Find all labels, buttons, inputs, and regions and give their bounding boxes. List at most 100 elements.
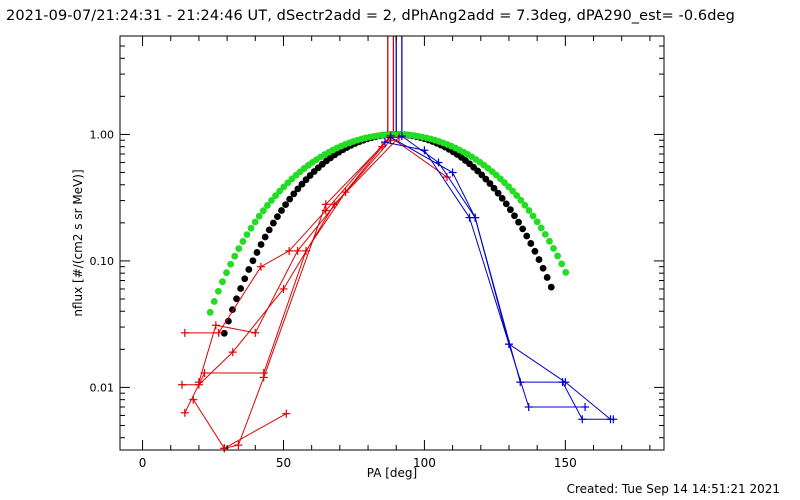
- data-series: [178, 131, 618, 453]
- fit-curves: [206, 131, 570, 337]
- fit-point: [511, 212, 518, 220]
- fit-point: [494, 189, 502, 197]
- data-point-plus: [285, 246, 294, 255]
- fit-point: [286, 195, 294, 203]
- fit-point: [272, 192, 279, 200]
- series-path: [192, 136, 448, 449]
- fit-point: [255, 212, 263, 220]
- fit-point: [486, 180, 494, 187]
- data-series-line: [386, 133, 618, 424]
- data-series-line: [180, 136, 395, 417]
- data-point-plus: [434, 158, 443, 167]
- x-tick-label: 150: [554, 456, 577, 470]
- data-point-plus: [524, 403, 533, 412]
- data-series-line: [178, 133, 404, 389]
- fit-point: [237, 285, 245, 292]
- y-tick-label: 1.00: [90, 128, 115, 141]
- fit-point: [523, 232, 531, 240]
- fit-point: [294, 185, 302, 193]
- fit-point: [527, 240, 535, 247]
- x-tick-label: 100: [413, 456, 436, 470]
- data-point-plus: [561, 378, 570, 387]
- fit-point: [554, 252, 561, 260]
- fit-point: [521, 201, 529, 209]
- series-path: [182, 136, 400, 386]
- data-point-plus: [606, 415, 615, 424]
- fit-point: [541, 230, 549, 238]
- data-point-plus: [228, 348, 237, 357]
- data-point-plus: [516, 378, 525, 387]
- fit-point: [253, 249, 261, 256]
- fit-point: [302, 176, 310, 184]
- fit-point: [298, 180, 306, 188]
- data-series-line: [380, 138, 590, 412]
- axes: 0 50 100 150 0.01 0.10 1.00: [90, 35, 664, 470]
- data-point-plus: [214, 328, 223, 337]
- fit-point: [558, 260, 566, 268]
- y-tick-label: 0.10: [90, 255, 115, 268]
- fit-point: [259, 207, 267, 215]
- fit-point: [478, 171, 486, 179]
- fit-point: [290, 190, 298, 198]
- fit-point: [257, 241, 265, 248]
- data-point-plus: [256, 262, 265, 271]
- fit-point: [533, 218, 541, 226]
- fit-point: [227, 260, 235, 268]
- fit-point: [482, 175, 490, 183]
- fit-point: [235, 245, 243, 253]
- fit-point: [223, 269, 230, 277]
- fit-point: [509, 187, 517, 195]
- data-point-plus: [581, 403, 590, 412]
- created-timestamp: Created: Tue Sep 14 14:51:21 2021: [566, 482, 780, 496]
- data-point-plus: [471, 213, 480, 222]
- data-point-plus: [578, 415, 587, 424]
- fit-point: [214, 287, 222, 295]
- data-point-plus: [251, 328, 260, 337]
- data-point-plus: [378, 142, 387, 151]
- fit-point: [245, 266, 253, 273]
- data-point-plus: [234, 441, 243, 450]
- fit-point: [219, 278, 226, 286]
- vertical-markers: [387, 36, 403, 135]
- fit-point: [251, 218, 259, 226]
- fit-point: [513, 192, 521, 199]
- fit-point: [210, 298, 218, 305]
- data-point-plus: [448, 168, 457, 177]
- fit-point: [268, 197, 275, 204]
- fit-point: [505, 183, 512, 191]
- y-axis-label: nflux [#/(cm2 s sr MeV)]: [71, 169, 85, 316]
- data-point-plus: [321, 200, 330, 209]
- fit-point: [490, 184, 498, 192]
- fit-point: [278, 207, 285, 214]
- fit-point: [562, 269, 570, 276]
- fit-point: [502, 200, 510, 208]
- data-point-plus: [194, 378, 203, 387]
- fit-point: [264, 202, 271, 209]
- fit-point: [537, 224, 545, 232]
- data-point-plus: [504, 340, 513, 349]
- fit-point: [543, 274, 551, 281]
- fit-point: [498, 194, 506, 202]
- data-point-plus: [282, 409, 291, 418]
- fit-point: [243, 231, 251, 239]
- data-point-plus: [279, 284, 288, 293]
- data-series-line: [180, 131, 395, 337]
- fit-point: [550, 244, 557, 252]
- data-point-plus: [397, 132, 406, 141]
- x-tick-label: 0: [139, 456, 147, 470]
- y-tick-label: 0.01: [90, 381, 115, 394]
- fit-point: [546, 237, 553, 245]
- fit-point: [506, 206, 514, 214]
- fit-point: [529, 212, 537, 220]
- series-path: [401, 135, 611, 420]
- fit-point: [241, 275, 249, 283]
- series-path: [224, 413, 287, 449]
- fit-point: [535, 256, 543, 263]
- fit-point: [531, 247, 539, 255]
- fit-point: [269, 219, 277, 227]
- fit-point: [276, 187, 284, 195]
- data-point-plus: [180, 328, 189, 337]
- data-point-plus: [259, 373, 268, 382]
- data-point-plus: [189, 395, 198, 404]
- series-path: [184, 135, 391, 334]
